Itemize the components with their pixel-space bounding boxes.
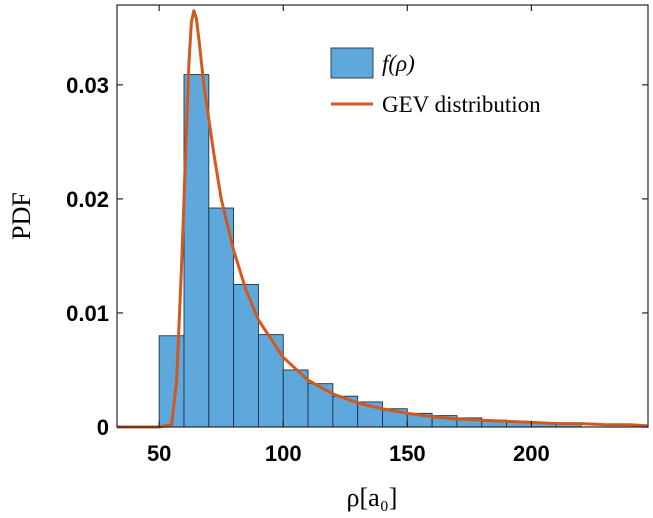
legend-label-gev: GEV distribution	[382, 92, 541, 117]
x-tick-label: 100	[265, 441, 302, 466]
y-tick-label: 0.02	[66, 187, 109, 212]
legend: f(ρ) GEV distribution	[330, 47, 541, 117]
histogram-bar	[208, 207, 235, 428]
axes-frame	[116, 4, 649, 428]
x-tick-label: 50	[147, 441, 171, 466]
y-tick-label: 0.01	[66, 301, 109, 326]
gev-curve	[117, 9, 649, 429]
x-tick-label: 200	[513, 441, 550, 466]
legend-swatch-histogram	[330, 47, 374, 79]
legend-label-histogram: f(ρ)	[382, 51, 415, 76]
plot-area	[117, 9, 649, 429]
histogram-bar	[183, 74, 210, 428]
x-axis-label: ρ[a₀]	[347, 483, 398, 512]
histogram-bar	[282, 369, 309, 428]
axes: 50 100 150 200 0 0.01 0.02 0.03	[66, 4, 649, 466]
histogram-bar	[233, 283, 259, 428]
y-tick-label: 0	[97, 415, 109, 440]
y-tick-label: 0.03	[66, 73, 109, 98]
histogram-bar	[257, 334, 284, 428]
x-tick-label: 150	[389, 441, 426, 466]
y-axis-label: PDF	[7, 192, 36, 240]
